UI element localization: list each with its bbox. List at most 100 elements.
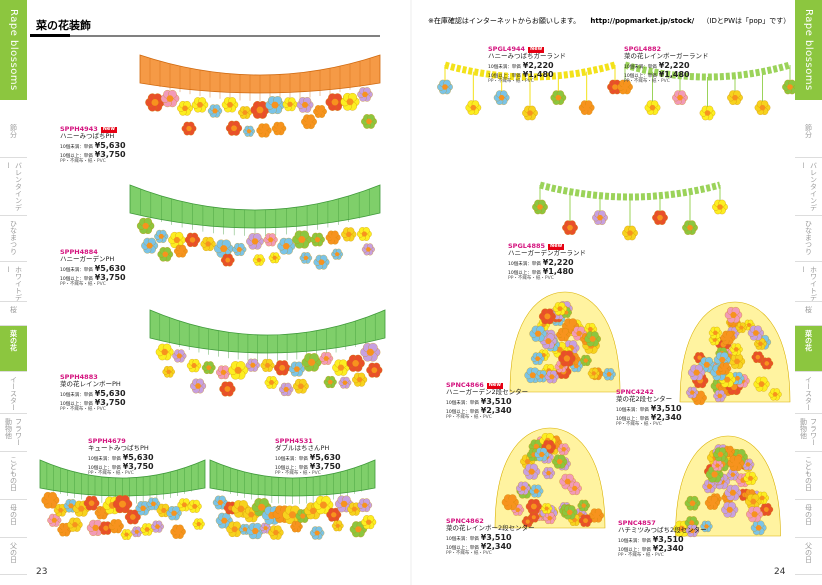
flower-center bbox=[294, 366, 300, 372]
flower-center bbox=[725, 335, 731, 341]
flower-center bbox=[649, 104, 656, 111]
flower-center bbox=[546, 444, 552, 450]
flower-center bbox=[589, 335, 596, 342]
flower-center bbox=[140, 505, 146, 512]
flower-center bbox=[258, 503, 266, 511]
product-name: ハニーガーデンガーランド bbox=[508, 249, 586, 258]
product-name: ハニーガーデンPH bbox=[60, 255, 115, 264]
code-text: SPNC4857 bbox=[618, 519, 656, 527]
stock-notice: ※在庫確認はインターネットからお願いします。 http://popmarket.… bbox=[428, 16, 790, 26]
flower-center bbox=[330, 234, 336, 241]
flower-center bbox=[572, 485, 578, 491]
flower-center bbox=[442, 84, 448, 90]
flower-center bbox=[528, 468, 535, 475]
tier-label: 10個以上：単価 bbox=[508, 271, 541, 277]
side-tab-right: Rape blossoms bbox=[795, 0, 822, 100]
product-name: 菜の花レインボーガーランド bbox=[624, 52, 709, 61]
flower-center bbox=[62, 527, 68, 533]
tier-price: ¥1,480 bbox=[542, 267, 574, 277]
flower-center bbox=[726, 506, 733, 513]
flower-center bbox=[175, 528, 181, 535]
tier-price: ¥1,480 bbox=[658, 70, 690, 80]
flower-center bbox=[764, 361, 770, 366]
flower-center bbox=[747, 475, 754, 481]
product-info: SPPH4884 ハニーガーデンPH 10個未満：単価 ¥5,630 10個以上：単価 ¥… bbox=[60, 248, 150, 287]
flower-center bbox=[331, 98, 339, 106]
flower-center bbox=[546, 470, 551, 476]
index-item: 節分 bbox=[795, 120, 822, 158]
code-text: SPPH4883 bbox=[60, 373, 98, 381]
index-item: イースター bbox=[795, 372, 822, 414]
flower-center bbox=[612, 84, 618, 90]
price-tier: 10個以上：単価 ¥3,750 bbox=[275, 462, 365, 471]
flower-center bbox=[567, 323, 574, 330]
flower-center bbox=[287, 101, 293, 107]
price-tier: 10個未満：単価 ¥3,510 bbox=[618, 535, 708, 544]
flower-center bbox=[265, 362, 270, 368]
flower-center bbox=[306, 118, 312, 125]
flower-center bbox=[182, 105, 188, 112]
tier-label: 10個以上：単価 bbox=[624, 74, 657, 80]
tier-price: ¥3,510 bbox=[650, 403, 682, 413]
tier-label: 10個未満：単価 bbox=[60, 144, 93, 150]
flower-center bbox=[732, 94, 738, 101]
price-tier: 10個以上：単価 ¥2,340 bbox=[446, 542, 536, 551]
flower-center bbox=[303, 255, 309, 261]
flower-center bbox=[273, 529, 279, 536]
flower-center bbox=[746, 322, 752, 328]
flower-center bbox=[276, 125, 282, 132]
flower-center bbox=[283, 386, 289, 392]
product-code: SPPH4884 bbox=[60, 248, 150, 256]
product-info: SPNC4862 菜の花レインボー2段センター 10個未満：単価 ¥3,510 10個以… bbox=[446, 517, 536, 556]
flower-center bbox=[263, 526, 268, 531]
flower-center bbox=[515, 507, 521, 513]
tier-price: ¥5,630 bbox=[122, 452, 154, 462]
product-name: ハニーみつばちガーランド bbox=[488, 52, 566, 61]
flower-center bbox=[557, 306, 563, 312]
flower-center bbox=[227, 101, 233, 108]
price-tier: 10個以上：単価 ¥2,340 bbox=[446, 406, 536, 415]
flower-center bbox=[178, 248, 184, 254]
flower-center bbox=[246, 129, 252, 134]
index-item: 桜 bbox=[0, 302, 27, 326]
flower-center bbox=[221, 517, 228, 524]
product-code: SPGL4885 New bbox=[508, 242, 598, 250]
flower-center bbox=[186, 125, 192, 132]
tier-label: 10個以上：単価 bbox=[488, 74, 521, 80]
tier-price: ¥3,750 bbox=[122, 462, 154, 472]
flower-center bbox=[252, 527, 259, 535]
flower-center bbox=[657, 214, 663, 221]
price-tier: 10個未満：単価 ¥3,510 bbox=[446, 533, 536, 542]
flower-center bbox=[524, 458, 531, 465]
flower-center bbox=[713, 330, 718, 336]
flower-center bbox=[346, 231, 352, 238]
tier-label: 10個未満：単価 bbox=[446, 536, 479, 542]
flower-center bbox=[134, 529, 139, 534]
tier-price: ¥2,340 bbox=[480, 542, 512, 552]
flower-center bbox=[236, 247, 242, 252]
flower-center bbox=[269, 380, 274, 385]
flower-center bbox=[72, 521, 78, 528]
stock-url[interactable]: http://popmarket.jp/stock/ bbox=[590, 17, 695, 25]
flower-center bbox=[288, 511, 297, 519]
tier-price: ¥3,750 bbox=[94, 150, 126, 160]
page-number: 23 bbox=[36, 567, 48, 577]
new-badge: New bbox=[528, 46, 545, 53]
flower-center bbox=[583, 104, 590, 111]
garland-string bbox=[539, 181, 721, 201]
product-spec: PP・不織布・紙・PVC bbox=[446, 415, 492, 421]
flower-center bbox=[704, 110, 711, 116]
tier-label: 10個以上：単価 bbox=[616, 417, 649, 423]
tier-price: ¥5,630 bbox=[309, 452, 341, 462]
price-tier: 10個未満：単価 ¥3,510 bbox=[446, 397, 536, 406]
flower-center bbox=[531, 515, 536, 520]
index-item: 父の日 bbox=[0, 538, 27, 575]
garland-string bbox=[624, 61, 791, 81]
flower-center bbox=[735, 375, 740, 381]
flower-center bbox=[197, 101, 203, 108]
side-tab-left: Rape blossoms bbox=[0, 0, 27, 100]
tier-label: 10個未満：単価 bbox=[60, 392, 93, 398]
flower-center bbox=[323, 356, 329, 361]
flower-center bbox=[51, 517, 57, 523]
